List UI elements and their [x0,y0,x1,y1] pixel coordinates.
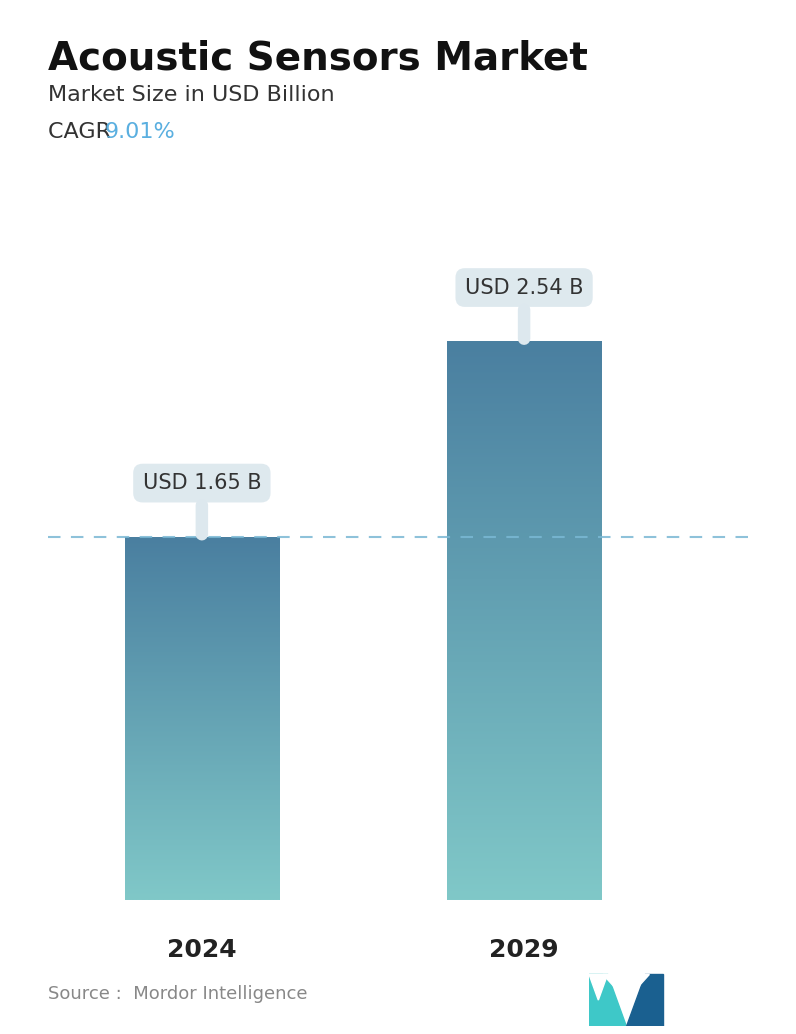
Text: 2029: 2029 [490,939,559,963]
Text: 2024: 2024 [167,939,236,963]
Text: 9.01%: 9.01% [105,122,176,142]
Text: USD 2.54 B: USD 2.54 B [465,277,583,339]
Polygon shape [589,974,626,1026]
Text: Source :  Mordor Intelligence: Source : Mordor Intelligence [48,985,307,1003]
Polygon shape [626,974,663,1026]
Polygon shape [603,974,650,1000]
Text: CAGR: CAGR [48,122,118,142]
Polygon shape [589,974,607,1000]
Text: Acoustic Sensors Market: Acoustic Sensors Market [48,39,587,78]
Text: Market Size in USD Billion: Market Size in USD Billion [48,85,334,104]
Text: USD 1.65 B: USD 1.65 B [142,474,261,535]
